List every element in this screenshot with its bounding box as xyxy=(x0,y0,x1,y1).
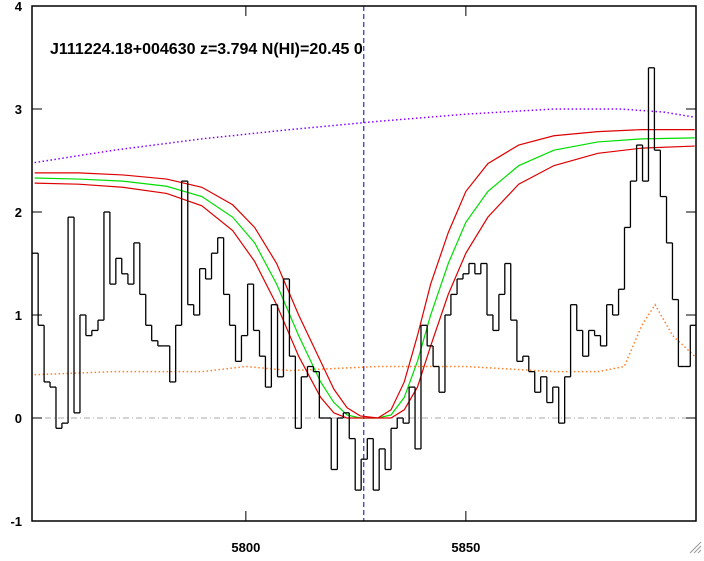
dotted-curve xyxy=(34,108,695,164)
plot-area xyxy=(32,6,696,521)
plot-frame xyxy=(31,5,697,522)
resize-grip xyxy=(689,541,702,554)
dotted-curve xyxy=(34,303,696,376)
y-tick-label: 0 xyxy=(15,411,22,426)
chart-title: J111224.18+004630 z=3.794 N(HI)=20.45 0 xyxy=(50,41,363,58)
y-tick-label: 1 xyxy=(15,308,22,323)
x-tick-label: 5800 xyxy=(231,540,260,555)
y-tick-label: 3 xyxy=(15,102,22,117)
x-tick-label: 5850 xyxy=(451,540,480,555)
model-curve xyxy=(34,129,695,419)
y-tick-label: 2 xyxy=(15,205,22,220)
model-curve xyxy=(34,145,695,419)
y-tick-label: 4 xyxy=(15,0,23,14)
y-tick-label: -1 xyxy=(10,514,22,529)
